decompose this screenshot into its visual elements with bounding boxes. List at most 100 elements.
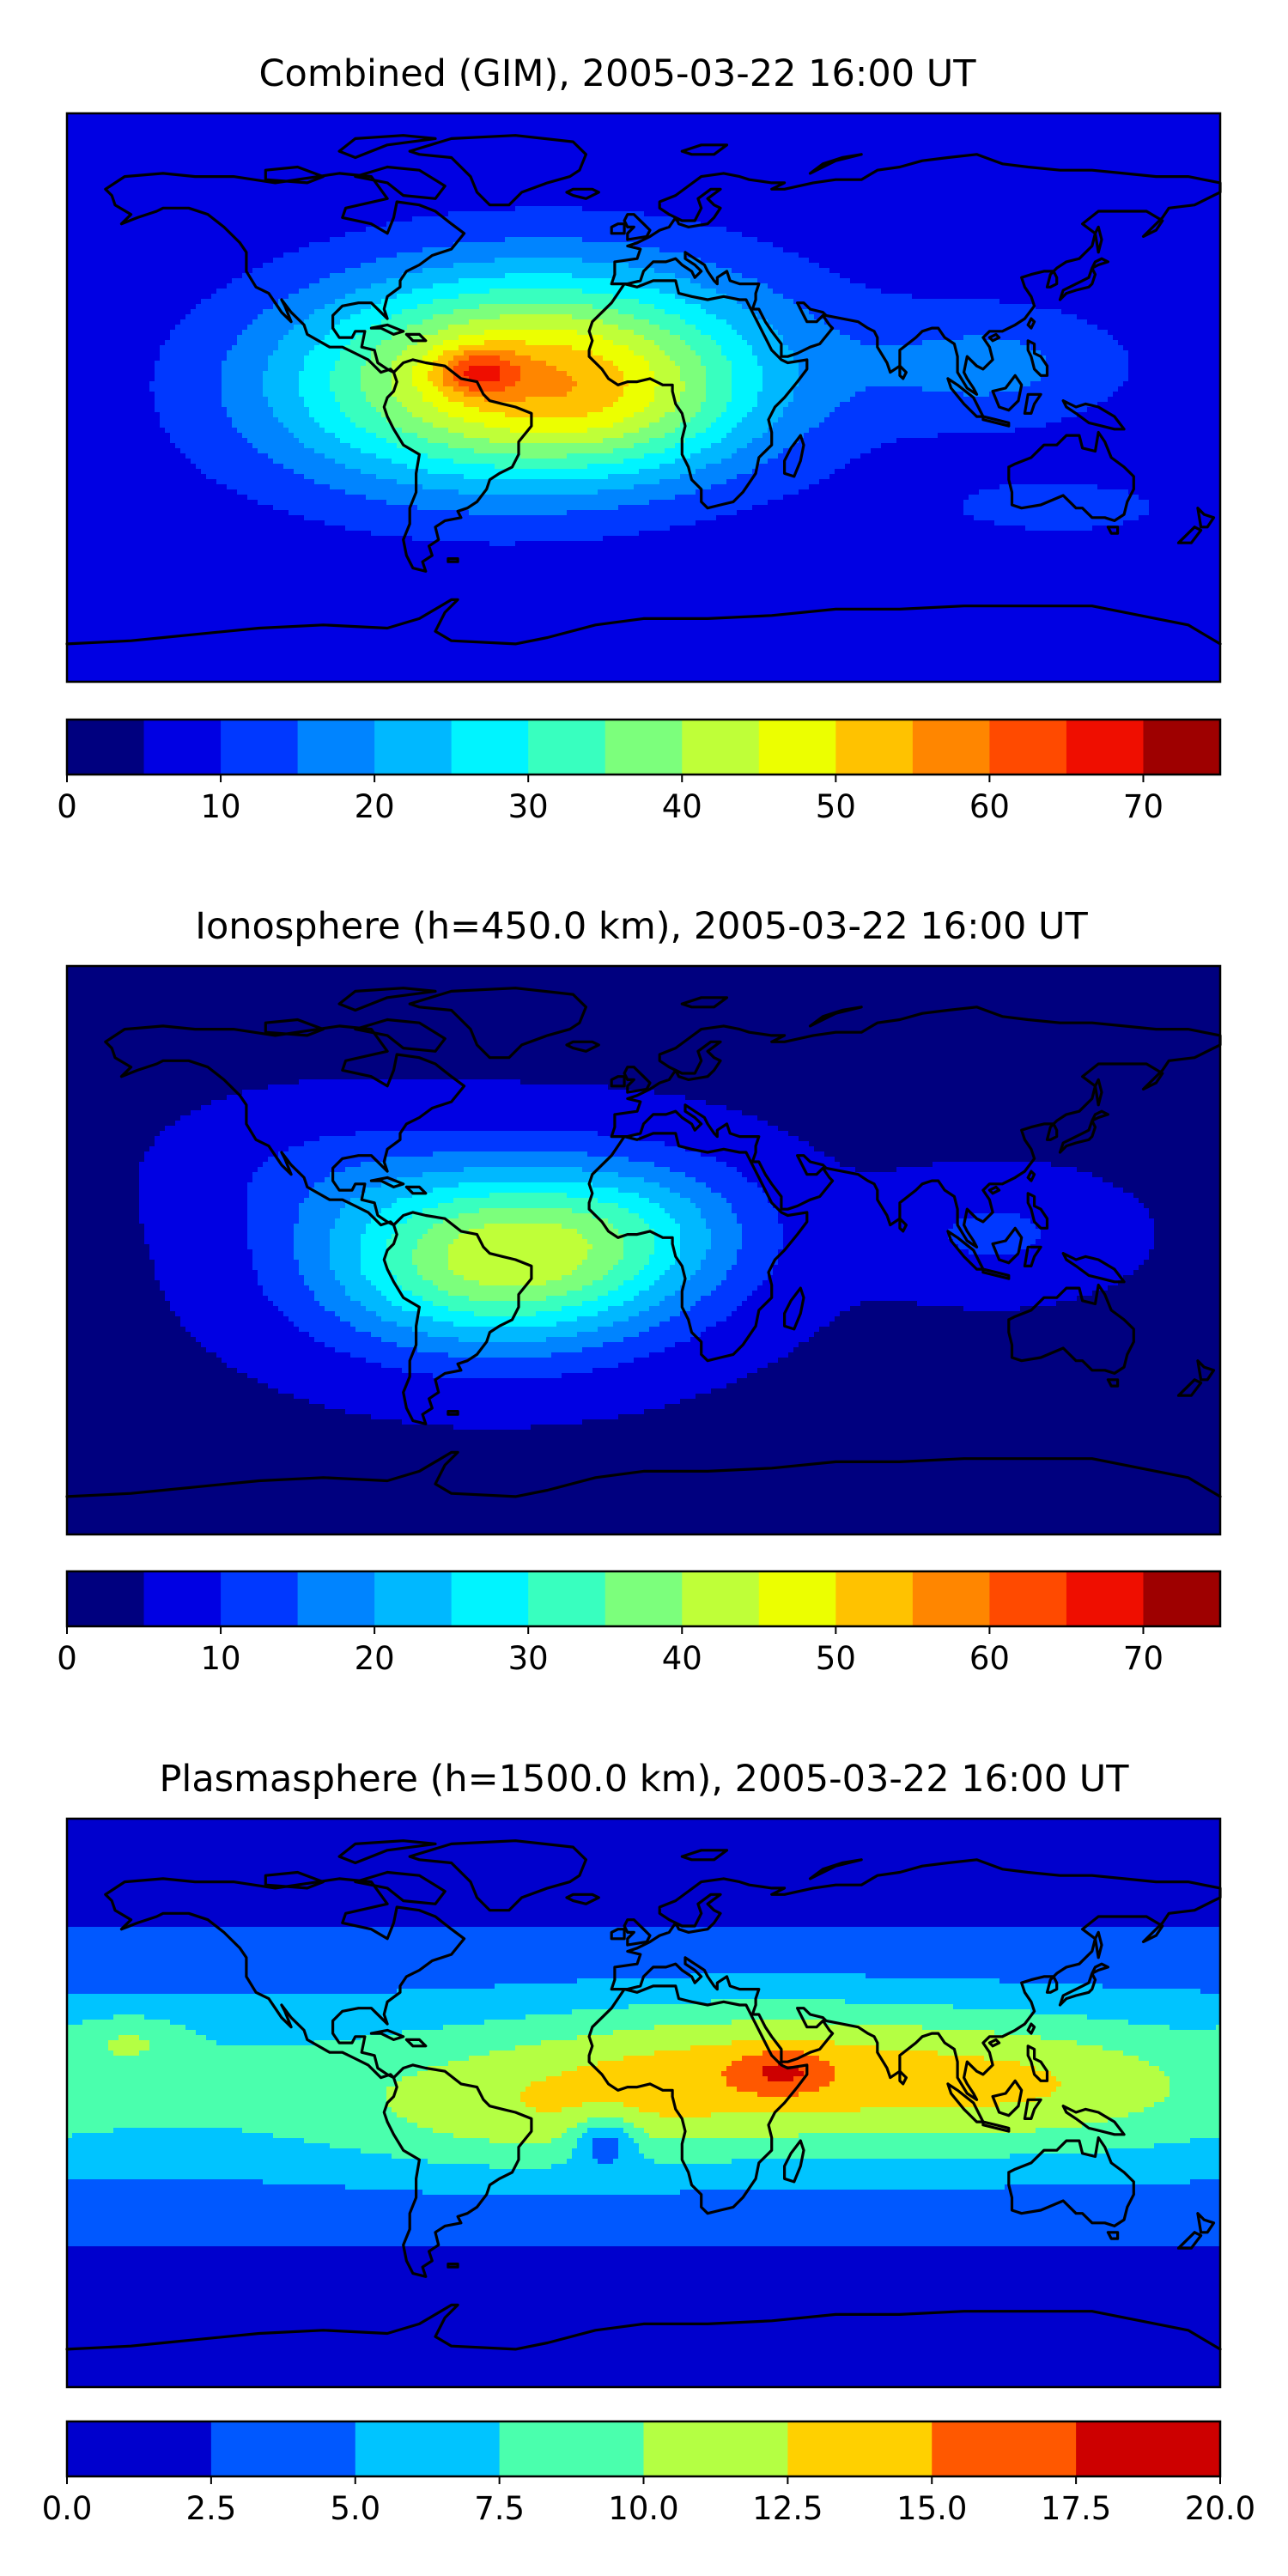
contour-cell bbox=[1185, 134, 1191, 140]
contour-cell bbox=[1123, 139, 1129, 145]
contour-cell bbox=[953, 160, 959, 166]
contour-cell bbox=[701, 185, 707, 191]
contour-cell bbox=[768, 160, 774, 166]
contour-cell bbox=[489, 185, 495, 191]
contour-cell bbox=[1180, 129, 1186, 135]
contour-cell bbox=[716, 216, 722, 222]
contour-cell bbox=[855, 180, 861, 186]
contour-cell bbox=[778, 165, 784, 171]
contour-cell bbox=[428, 118, 434, 125]
contour-cell bbox=[93, 118, 99, 125]
contour-cell bbox=[582, 144, 588, 150]
contour-cell bbox=[340, 201, 346, 207]
contour-cell bbox=[1133, 196, 1139, 202]
contour-cell bbox=[1108, 155, 1114, 161]
contour-cell bbox=[690, 201, 696, 207]
contour-cell bbox=[1082, 144, 1088, 150]
contour-cell bbox=[536, 211, 542, 217]
contour-cell bbox=[268, 155, 274, 161]
contour-cell bbox=[536, 216, 542, 222]
contour-cell bbox=[185, 185, 191, 191]
contour-cell bbox=[520, 124, 526, 130]
contour-cell bbox=[484, 139, 490, 145]
contour-cell bbox=[88, 129, 94, 135]
contour-cell bbox=[742, 211, 748, 217]
contour-cell bbox=[819, 124, 825, 130]
contour-cell bbox=[804, 144, 810, 150]
contour-cell bbox=[1108, 222, 1114, 228]
contour-cell bbox=[1020, 206, 1026, 212]
contour-cell bbox=[397, 180, 403, 186]
contour-cell bbox=[860, 160, 866, 166]
contour-cell bbox=[1082, 206, 1088, 212]
contour-cell bbox=[974, 185, 980, 191]
contour-cell bbox=[845, 149, 851, 155]
contour-cell bbox=[294, 134, 300, 140]
contour-cell bbox=[747, 222, 753, 228]
contour-cell bbox=[1108, 185, 1114, 191]
contour-cell bbox=[778, 191, 784, 197]
contour-cell bbox=[489, 180, 495, 186]
contour-cell bbox=[711, 222, 717, 228]
contour-cell bbox=[917, 134, 923, 140]
contour-cell bbox=[144, 216, 150, 222]
contour-cell bbox=[1010, 134, 1016, 140]
contour-cell bbox=[144, 129, 150, 135]
contour-cell bbox=[376, 124, 382, 130]
contour-cell bbox=[680, 124, 686, 130]
contour-cell bbox=[1041, 196, 1047, 202]
contour-cell bbox=[495, 118, 501, 125]
contour-cell bbox=[355, 129, 361, 135]
contour-cell bbox=[659, 160, 665, 166]
contour-cell bbox=[1113, 160, 1119, 166]
contour-cell bbox=[917, 118, 923, 125]
contour-cell bbox=[963, 129, 969, 135]
contour-cell bbox=[283, 222, 289, 228]
contour-cell bbox=[917, 191, 923, 197]
contour-cell bbox=[397, 206, 403, 212]
contour-cell bbox=[314, 227, 320, 233]
contour-cell bbox=[314, 191, 320, 197]
contour-cell bbox=[577, 201, 583, 207]
contour-cell bbox=[98, 170, 104, 176]
contour-cell bbox=[546, 165, 552, 171]
contour-cell bbox=[1005, 144, 1011, 150]
contour-cell bbox=[721, 180, 727, 186]
contour-cell bbox=[886, 222, 892, 228]
contour-cell bbox=[1144, 149, 1150, 155]
contour-cell bbox=[886, 216, 892, 222]
contour-cell bbox=[1036, 149, 1042, 155]
contour-cell bbox=[907, 124, 913, 130]
contour-cell bbox=[1206, 185, 1212, 191]
contour-cell bbox=[283, 144, 289, 150]
contour-cell bbox=[283, 155, 289, 161]
contour-cell bbox=[422, 124, 428, 130]
contour-cell bbox=[129, 185, 135, 191]
contour-cell bbox=[1164, 185, 1170, 191]
contour-cell bbox=[489, 222, 495, 228]
contour-cell bbox=[592, 134, 598, 140]
contour-cell bbox=[618, 139, 624, 145]
contour-cell bbox=[634, 149, 640, 155]
contour-cell bbox=[608, 160, 614, 166]
contour-cell bbox=[1154, 124, 1160, 130]
contour-cell bbox=[773, 201, 779, 207]
contour-cell bbox=[793, 134, 799, 140]
contour-cell bbox=[680, 134, 686, 140]
contour-cell bbox=[757, 191, 763, 197]
contour-cell bbox=[242, 222, 248, 228]
contour-cell bbox=[793, 155, 799, 161]
contour-cell bbox=[860, 216, 866, 222]
contour-cell bbox=[165, 216, 171, 222]
contour-cell bbox=[1180, 144, 1186, 150]
contour-cell bbox=[556, 149, 562, 155]
contour-cell bbox=[165, 129, 171, 135]
contour-cell bbox=[881, 149, 887, 155]
contour-cell bbox=[289, 185, 295, 191]
contour-cell bbox=[309, 139, 315, 145]
contour-cell bbox=[866, 118, 872, 125]
contour-cell bbox=[392, 175, 398, 181]
contour-cell bbox=[510, 139, 516, 145]
contour-cell bbox=[994, 134, 1000, 140]
contour-cell bbox=[381, 211, 387, 217]
